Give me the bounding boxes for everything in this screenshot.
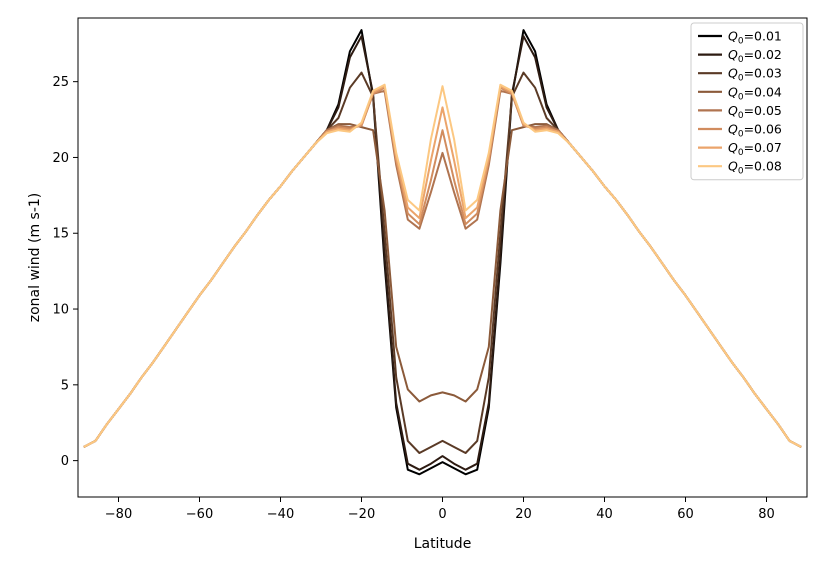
x-axis-label: Latitude — [414, 536, 472, 552]
series-line-8 — [83, 83, 802, 448]
legend-entry: Q0=0.02 — [728, 47, 782, 65]
legend-entry: Q0=0.04 — [728, 84, 782, 102]
plot-lines — [83, 29, 802, 476]
x-tick-label: 80 — [758, 507, 775, 522]
y-axis: 0 5 10 15 20 25 — [52, 75, 78, 469]
x-tick-label: 0 — [438, 507, 446, 522]
x-tick-label: −80 — [105, 507, 132, 522]
x-axis: −80 −60 −40 −20 0 20 40 60 80 — [105, 497, 775, 522]
legend-entry: Q0=0.05 — [728, 103, 782, 121]
y-tick-label: 5 — [61, 378, 69, 393]
y-tick-label: 20 — [52, 151, 69, 166]
y-tick-label: 10 — [52, 303, 69, 318]
legend-entry: Q0=0.06 — [728, 122, 782, 140]
legend-entry: Q0=0.01 — [728, 29, 782, 47]
y-tick-label: 15 — [52, 227, 69, 242]
legend-box — [690, 22, 804, 181]
legend: Q0=0.01Q0=0.02Q0=0.03Q0=0.04Q0=0.05Q0=0.… — [690, 22, 804, 181]
x-tick-label: −60 — [186, 507, 213, 522]
y-axis-label: zonal wind (m s-1) — [27, 193, 43, 323]
y-tick-label: 0 — [61, 454, 69, 469]
x-tick-label: 40 — [596, 507, 613, 522]
legend-entry: Q0=0.07 — [728, 140, 782, 158]
y-tick-label: 25 — [52, 75, 69, 90]
legend-entry: Q0=0.03 — [728, 66, 782, 84]
x-tick-label: −20 — [348, 507, 375, 522]
legend-entry: Q0=0.08 — [728, 159, 782, 177]
x-tick-label: 20 — [515, 507, 532, 522]
x-tick-label: −40 — [267, 507, 294, 522]
x-tick-label: 60 — [677, 507, 694, 522]
